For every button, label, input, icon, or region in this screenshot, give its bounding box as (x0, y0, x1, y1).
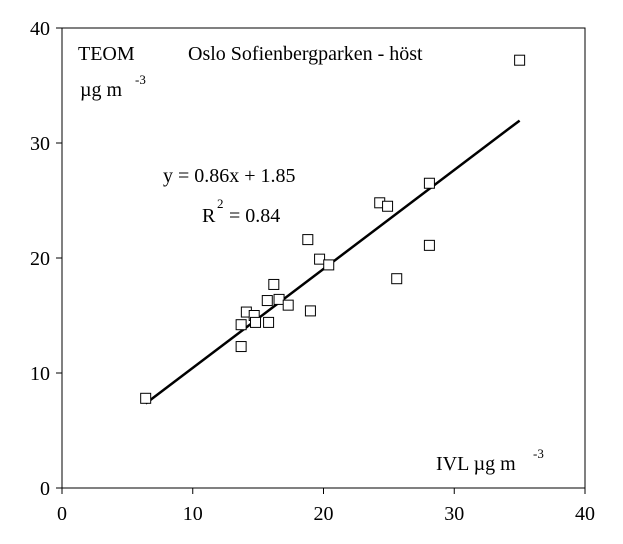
point (382, 200, 394, 212)
y-axis-label: TEOM (78, 43, 135, 65)
point (273, 293, 285, 305)
y-tick-label: 30 (30, 133, 50, 155)
y-axis-unit-exp: -3 (135, 72, 146, 87)
x-tick-label: 20 (314, 503, 334, 525)
point (263, 316, 275, 328)
point (423, 239, 435, 251)
point (323, 259, 335, 271)
chart-title: Oslo Sofienbergparken - höst (188, 43, 423, 65)
y-axis-unit: µg m (80, 79, 123, 101)
y-tick-label: 40 (30, 18, 50, 40)
point (250, 316, 262, 328)
y-tick-label: 20 (30, 248, 50, 270)
point (302, 234, 314, 246)
equation: y = 0.86x + 1.85 (163, 165, 296, 187)
point (514, 54, 526, 66)
point (314, 253, 326, 265)
x-tick-label: 30 (444, 503, 464, 525)
r2-label: R (202, 205, 216, 227)
point (140, 392, 152, 404)
x-tick-label: 0 (57, 503, 67, 525)
point (282, 299, 294, 311)
point (235, 341, 247, 353)
x-axis-label-exp: -3 (533, 446, 544, 461)
r2-exp: 2 (217, 196, 224, 211)
x-axis-label: IVL µg m (436, 453, 516, 475)
point (261, 295, 273, 307)
y-tick-label: 10 (30, 363, 50, 385)
point (391, 273, 403, 285)
point (423, 177, 435, 189)
r2-value: = 0.84 (224, 205, 280, 227)
x-tick-label: 40 (575, 503, 595, 525)
x-tick-label: 10 (183, 503, 203, 525)
point (304, 305, 316, 317)
point (235, 319, 247, 331)
y-tick-label: 0 (40, 478, 50, 500)
point (268, 278, 280, 290)
